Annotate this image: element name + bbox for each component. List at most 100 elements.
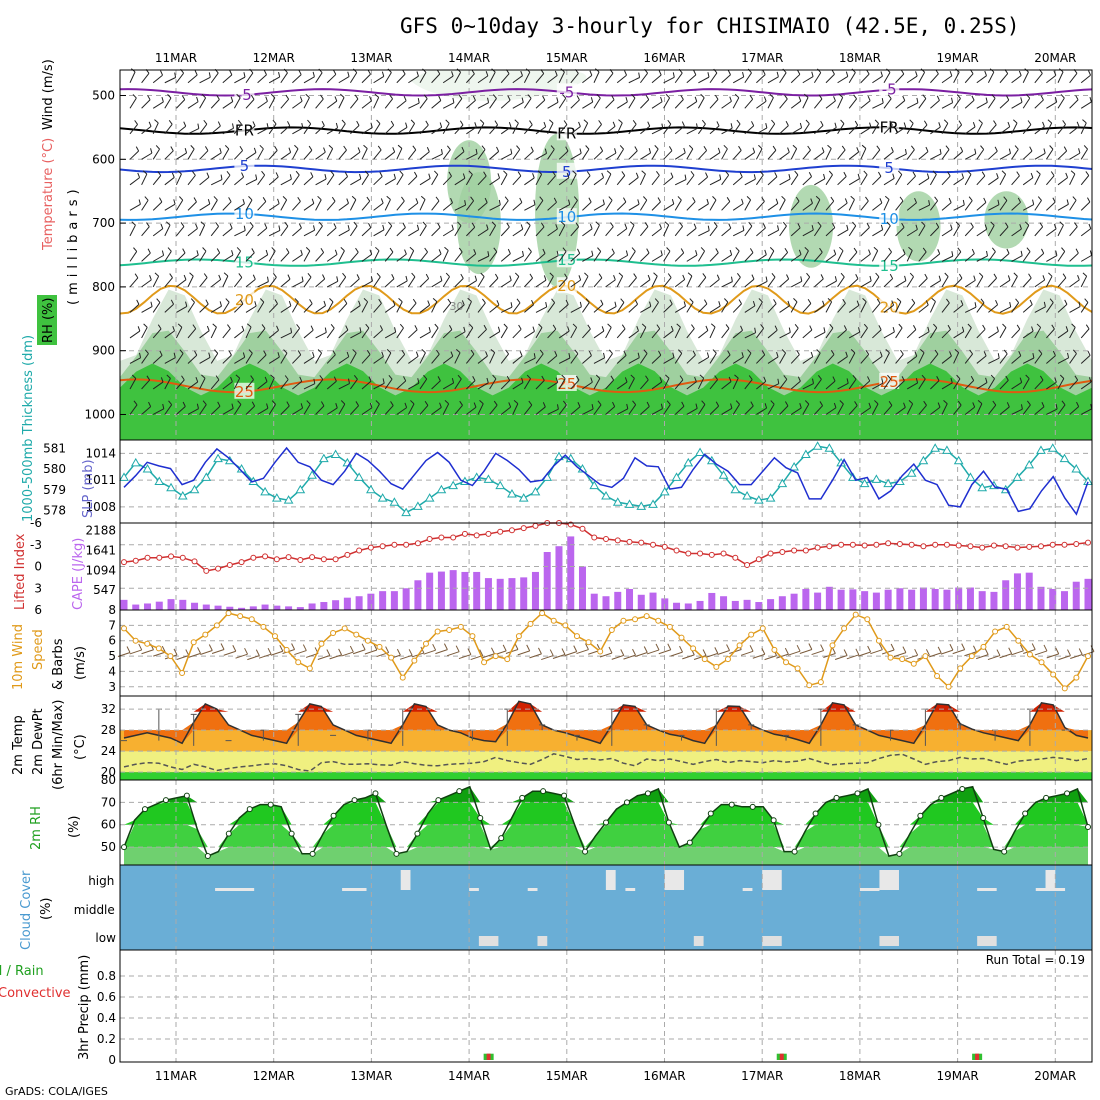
lifted-index-line-point xyxy=(144,554,151,561)
wind-speed-line-point xyxy=(875,637,882,644)
wind-barb xyxy=(245,278,256,288)
wind-barb xyxy=(813,225,822,237)
wind-barb-flag xyxy=(1026,94,1031,99)
wind-barb xyxy=(918,331,930,339)
wind-barb xyxy=(535,406,546,415)
wind-barb xyxy=(883,199,890,211)
rh-ylabel: 2m RH xyxy=(29,806,44,850)
thickness-line-point xyxy=(507,488,517,498)
wind-barb-flag xyxy=(549,272,554,277)
wind-barb-flag xyxy=(920,68,925,73)
thickness-line-point xyxy=(977,482,988,492)
wind-barb xyxy=(350,278,360,288)
wind-barb-flag xyxy=(869,122,872,128)
wind-barb xyxy=(605,126,616,135)
wind-barb-flag xyxy=(320,94,324,100)
wind-barb-flag xyxy=(484,197,488,203)
isotherm-label-bg xyxy=(234,291,255,308)
wind-speed-line-point xyxy=(666,623,673,630)
cape-bar xyxy=(896,588,904,610)
wind-barb-flag xyxy=(224,145,230,150)
wind-barb xyxy=(906,355,918,364)
wind-barb-flag xyxy=(345,325,349,331)
wind-barb xyxy=(361,127,373,135)
wind-barb xyxy=(790,100,802,109)
thickness-line-point xyxy=(401,507,412,517)
wind-barb xyxy=(233,97,241,109)
date-tick-bottom: 11MAR xyxy=(155,1069,197,1083)
wind-barb-flag xyxy=(857,173,860,179)
ylabel-slp: SLP (mb) xyxy=(81,459,96,518)
wind-barb-flag xyxy=(1019,377,1023,383)
wind-barb xyxy=(222,275,229,288)
wind-barb-flag xyxy=(541,375,545,381)
wind-barb-flag xyxy=(423,94,428,99)
wind-barb xyxy=(976,328,986,339)
wind-barb xyxy=(431,301,438,313)
wind-barb xyxy=(779,199,786,211)
wind-barb-flag xyxy=(786,274,790,280)
wind-barb-flag xyxy=(807,145,811,151)
wind-barb xyxy=(442,382,454,390)
wind-barb xyxy=(883,124,893,135)
wind-barb xyxy=(674,179,687,186)
wind-barb xyxy=(570,252,581,262)
wind-barb xyxy=(257,148,264,160)
wind-barb-flag xyxy=(527,247,532,252)
wind-barb xyxy=(280,199,288,211)
cape-bar xyxy=(555,546,563,610)
rh-line-point xyxy=(372,790,379,797)
wind-barb-flag xyxy=(167,247,172,252)
rh-line-point xyxy=(812,810,819,817)
wind-barb xyxy=(663,123,672,135)
wind-barb xyxy=(767,203,779,211)
lifted-index-line-point xyxy=(1073,541,1080,548)
wind-barb xyxy=(582,355,592,364)
wind-barb-flag xyxy=(207,199,211,205)
lifted-index-line-point xyxy=(626,538,633,545)
wind-barb xyxy=(1011,75,1022,84)
wind-barb-flag xyxy=(1089,250,1093,256)
wind-barb-flag xyxy=(623,197,627,203)
wind-barb xyxy=(1069,200,1077,211)
wind-barb-flag xyxy=(249,222,254,227)
wind-barb-flag xyxy=(611,95,615,101)
wind-barb-flag xyxy=(461,146,465,152)
wind-barb-flag xyxy=(182,401,186,407)
wind-barb-flag xyxy=(473,402,477,408)
wind-barb-flag xyxy=(322,274,326,280)
wind-barb-flag xyxy=(903,122,907,128)
wind-barb xyxy=(964,153,977,160)
wind-barb xyxy=(686,301,694,313)
cape-bar xyxy=(567,536,575,610)
wind-barb-flag xyxy=(150,301,153,307)
wind-barb xyxy=(419,199,426,211)
wind-barb-flag xyxy=(486,224,489,230)
rh-line-point xyxy=(791,848,798,855)
panel-precip-frame xyxy=(119,949,1093,1063)
wind-barb-flag xyxy=(469,323,474,329)
surface-barb xyxy=(1046,653,1059,659)
wind-barb-flag xyxy=(455,348,461,354)
wind-barb xyxy=(593,404,602,415)
wind-barb xyxy=(663,203,675,211)
wind-barb xyxy=(605,226,614,237)
wind-barb xyxy=(466,126,477,135)
wind-barb-flag xyxy=(532,173,535,179)
wind-barb-flag xyxy=(775,198,779,204)
wind-speed-line-point xyxy=(376,643,383,650)
wind-barb-flag xyxy=(308,145,313,151)
wind-barb-flag xyxy=(887,94,892,99)
wind-barb-flag xyxy=(425,273,430,279)
wind-barb-flag xyxy=(568,199,571,205)
wind-barb xyxy=(384,151,395,160)
wind-speed-line-point xyxy=(446,626,453,633)
surface-barb xyxy=(270,650,283,656)
wind-barb xyxy=(512,255,524,262)
wind-barb-flag xyxy=(947,171,951,177)
wind-barb xyxy=(825,380,836,390)
wind-barb-flag xyxy=(783,375,788,380)
wind-barb xyxy=(222,101,234,109)
wind-barb xyxy=(628,277,637,288)
wind-barb xyxy=(141,173,148,186)
